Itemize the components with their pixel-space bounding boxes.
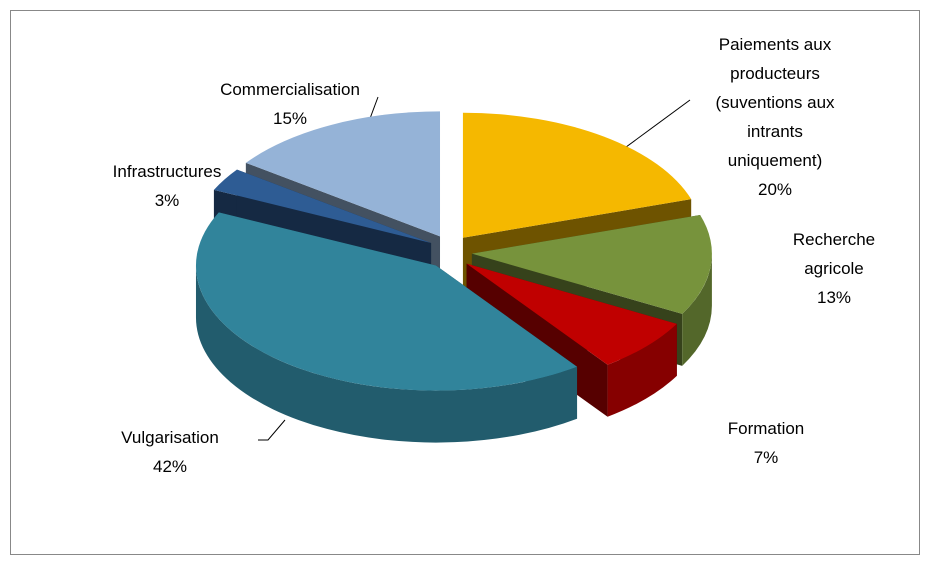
- slice-side: [682, 253, 712, 366]
- slice: [195, 212, 578, 391]
- leader-line: [258, 419, 286, 441]
- category-label: Formation: [727, 419, 805, 438]
- category-label: Commercialisation: [220, 80, 360, 99]
- slice-side: [607, 323, 677, 417]
- value-label: 13%: [816, 288, 852, 307]
- slice: [466, 263, 677, 365]
- value-label: 3%: [154, 191, 180, 210]
- value-label: 7%: [753, 448, 779, 467]
- category-label: Paiements aux producteurs (suventions au…: [715, 35, 835, 170]
- category-label: Infrastructures: [112, 162, 222, 181]
- value-label: 20%: [757, 180, 793, 199]
- slice: [245, 111, 441, 237]
- slice: [213, 169, 432, 244]
- value-label: 42%: [152, 457, 188, 476]
- category-label: Recherche agricole: [792, 230, 876, 278]
- leader-line: [621, 99, 691, 151]
- category-label: Vulgarisation: [121, 428, 219, 447]
- value-label: 15%: [272, 109, 308, 128]
- slice: [471, 215, 712, 314]
- slice-side: [195, 265, 578, 443]
- slice: [462, 112, 692, 238]
